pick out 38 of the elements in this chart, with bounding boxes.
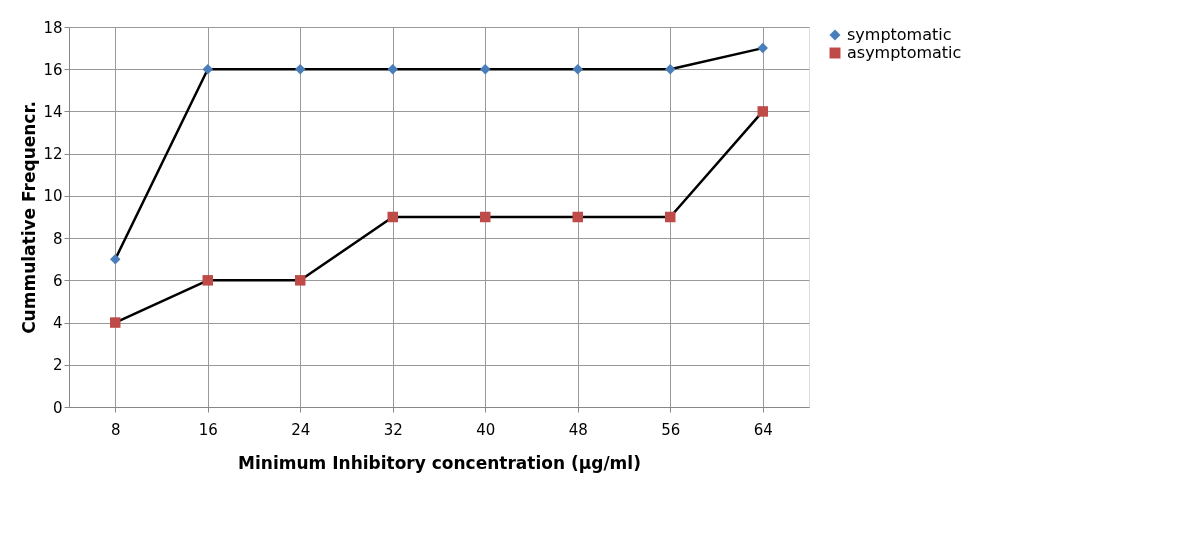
y-tick-label: 2 [52, 356, 63, 375]
point [295, 63, 306, 75]
point [572, 63, 583, 75]
point [665, 63, 676, 75]
legend-label: symptomatic [847, 25, 952, 44]
point [757, 42, 768, 54]
y-tick-label: 0 [52, 398, 63, 417]
y-tick-label: 4 [52, 314, 63, 333]
point [387, 211, 398, 223]
point [572, 211, 583, 223]
x-tick-label: 8 [110, 420, 121, 439]
y-tick-label: 6 [52, 271, 63, 290]
x-axis-title: Minimum Inhibitory concentration (µg/ml) [238, 452, 641, 473]
x-tick-label: 16 [198, 420, 218, 439]
y-tick-label: 18 [43, 18, 63, 37]
point [202, 63, 213, 75]
point [110, 317, 121, 328]
y-tick-label: 12 [43, 145, 63, 164]
y-tick-label: 8 [52, 229, 63, 248]
point [110, 253, 121, 265]
point [757, 106, 768, 117]
point [480, 63, 491, 75]
y-tick-label: 16 [43, 60, 63, 79]
point [387, 63, 398, 75]
x-tick-label: 32 [383, 420, 403, 439]
x-tick-label: 64 [753, 420, 773, 439]
x-tick-label: 56 [661, 420, 681, 439]
point [295, 275, 306, 286]
point [202, 275, 213, 286]
y-tick-label: 14 [43, 102, 63, 121]
point [665, 211, 676, 223]
x-tick-label: 40 [476, 420, 496, 439]
x-tick-label: 48 [568, 420, 588, 439]
point [480, 211, 491, 223]
legend-label: asymptomatic [847, 43, 962, 62]
y-tick-label: 10 [43, 187, 63, 206]
y-axis-title: Cummulative Frequencr. [19, 101, 40, 334]
x-tick-label: 24 [291, 420, 311, 439]
